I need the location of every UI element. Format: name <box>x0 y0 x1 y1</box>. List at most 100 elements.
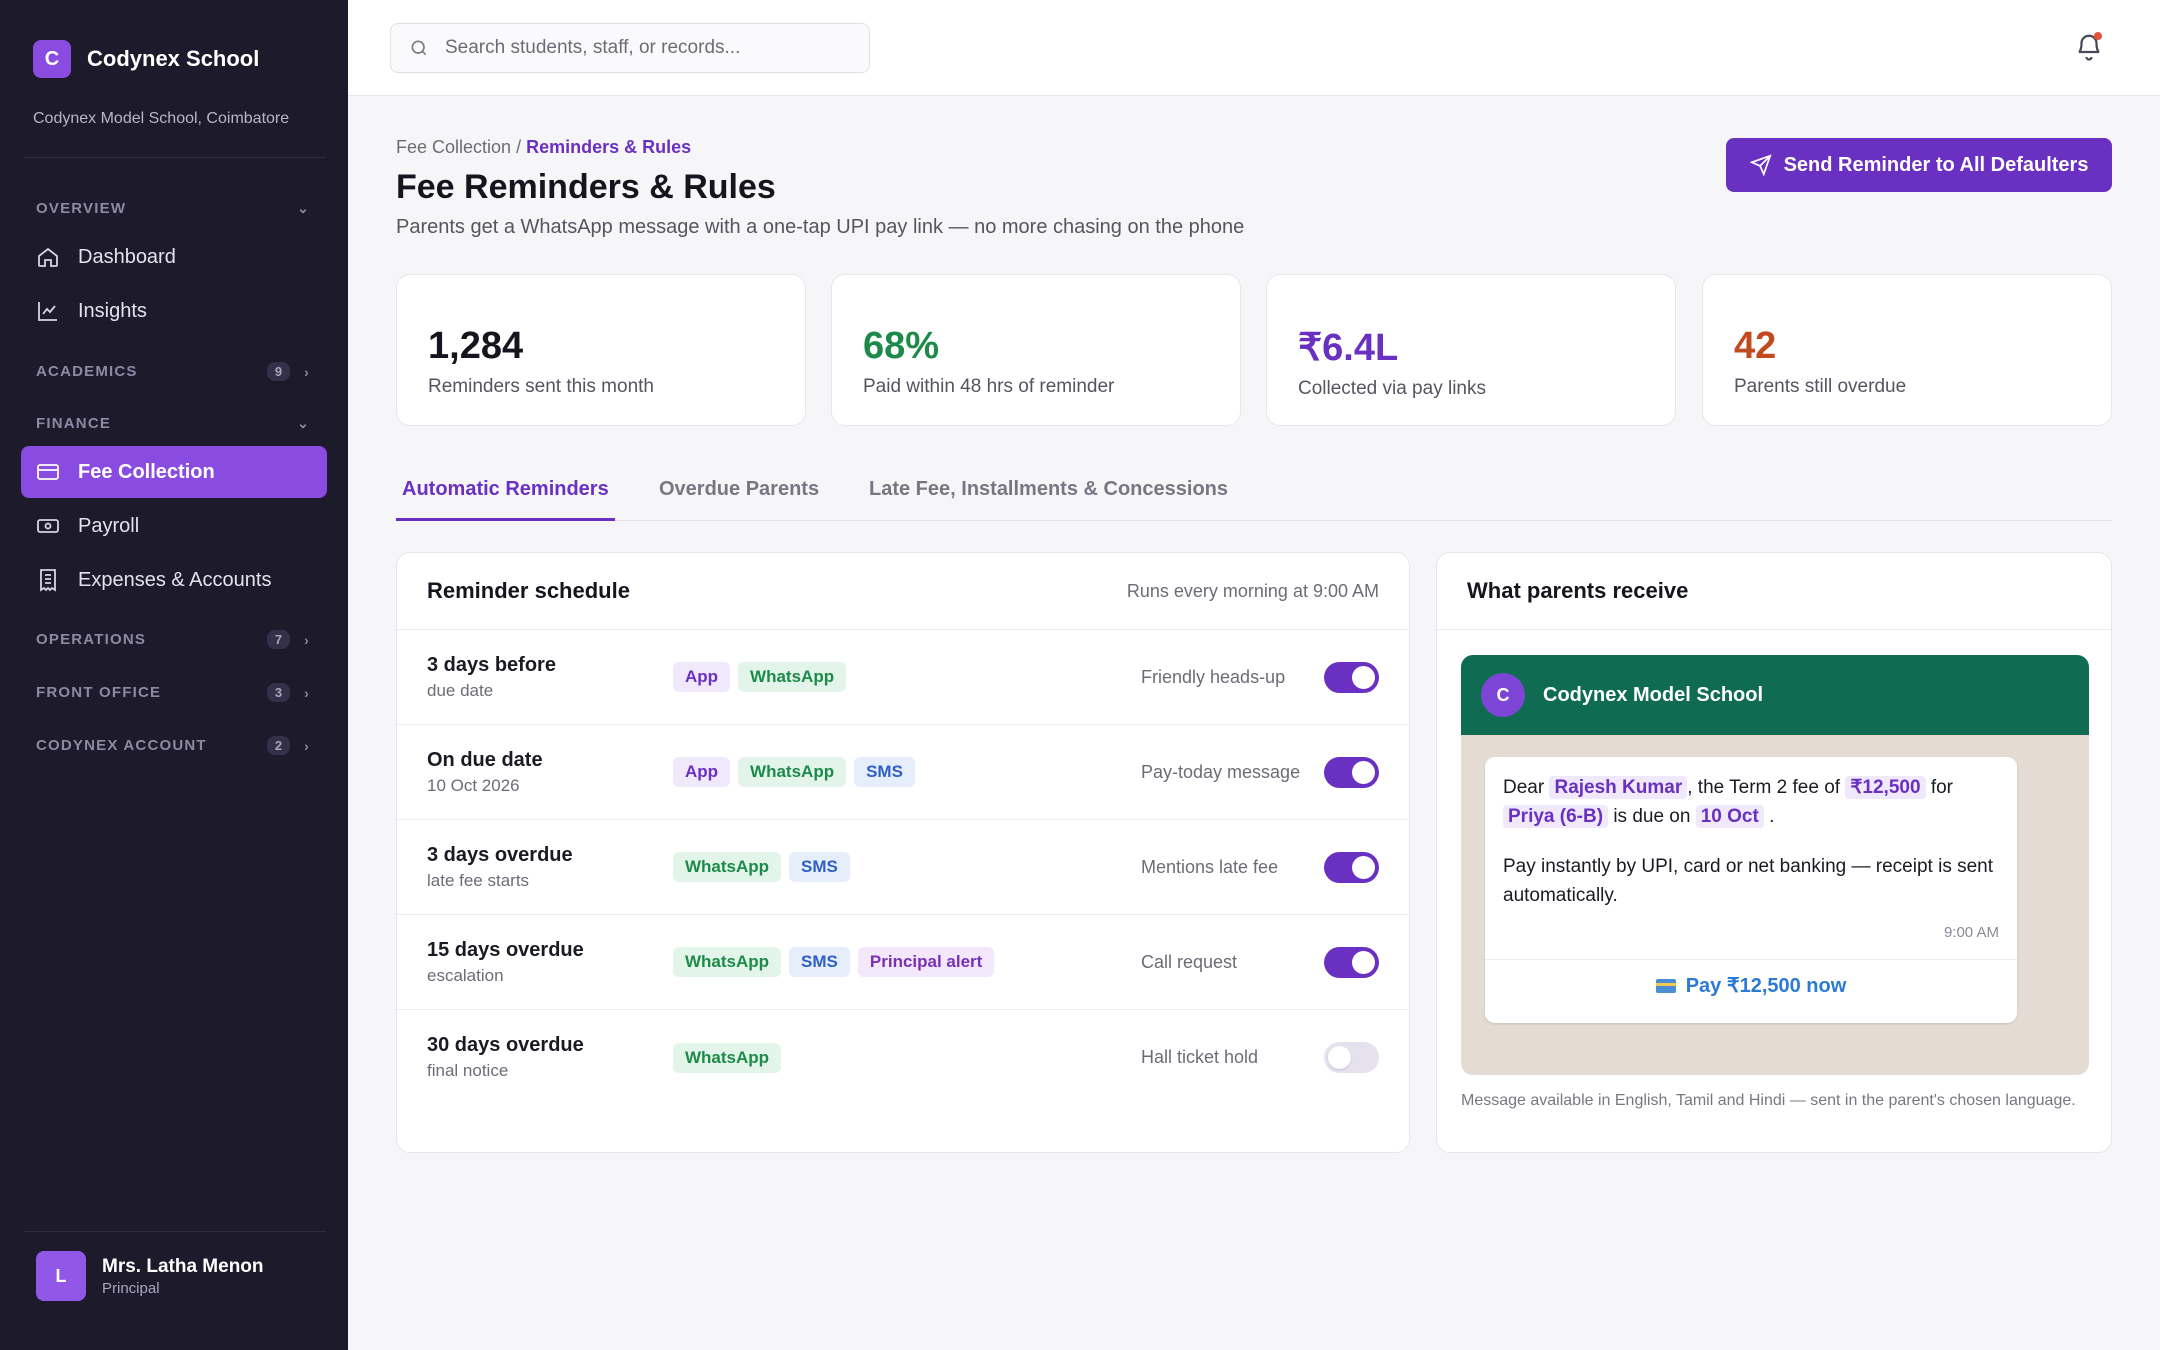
sidebar-item-label: Expenses & Accounts <box>78 568 272 591</box>
channel-chip-sms: SMS <box>854 757 915 787</box>
toggle-knob <box>1352 665 1375 689</box>
count-badge: 9 <box>266 362 291 381</box>
language-note: Message available in English, Tamil and … <box>1461 1092 2076 1109</box>
sidebar-item-dashboard[interactable]: Dashboard <box>21 231 327 283</box>
sidebar-item-insights[interactable]: Insights <box>21 285 327 337</box>
student-highlight: Priya (6-B) <box>1503 805 1609 828</box>
row-title: 15 days overdue <box>427 938 584 961</box>
count-badge: 7 <box>266 630 291 649</box>
avatar: L <box>36 1251 86 1301</box>
enable-toggle[interactable] <box>1324 756 1379 788</box>
sender-name: Codynex Model School <box>1543 683 1764 706</box>
sidebar-divider <box>24 157 326 158</box>
breadcrumb-parent[interactable]: Fee Collection <box>396 137 512 157</box>
row-note: Mentions late fee <box>1141 856 1279 877</box>
brand[interactable]: C Codynex School <box>33 40 259 78</box>
message-preview-card: What parents receive C Codynex Model Sch… <box>1436 552 2112 1153</box>
user-profile[interactable]: L Mrs. Latha Menon Principal <box>36 1251 264 1301</box>
enable-toggle[interactable] <box>1324 946 1379 978</box>
schedule-row: On due date 10 Oct 2026 App WhatsApp SMS … <box>397 725 1409 820</box>
search-box[interactable] <box>390 23 870 73</box>
section-academics[interactable]: ACADEMICS 9 › <box>36 362 310 381</box>
stat-card-collected: ₹6.4L Collected via pay links <box>1266 274 1676 426</box>
message-line-2: Pay instantly by UPI, card or net bankin… <box>1503 856 1994 906</box>
search-input[interactable] <box>445 37 845 59</box>
section-codynex-account[interactable]: CODYNEX ACCOUNT 2 › <box>36 736 310 755</box>
toggle-knob <box>1352 760 1375 784</box>
channel-chip-app: App <box>673 757 731 787</box>
channel-chip-sms: SMS <box>789 947 850 977</box>
channel-chip-sms: SMS <box>789 852 850 882</box>
pay-link-label: Pay ₹12,500 now <box>1685 975 1847 997</box>
row-note: Hall ticket hold <box>1141 1047 1259 1067</box>
chevron-down-icon: ⌄ <box>297 200 310 216</box>
enable-toggle[interactable] <box>1324 851 1379 883</box>
section-label: ACADEMICS <box>36 363 138 380</box>
toggle-knob <box>1352 950 1375 974</box>
row-subtitle: late fee starts <box>427 870 530 890</box>
notification-dot <box>2094 32 2102 40</box>
breadcrumb-current: Reminders & Rules <box>526 137 692 157</box>
pay-link-button[interactable]: Pay ₹12,500 now <box>1485 973 2017 998</box>
channel-chip-principal-alert: Principal alert <box>857 947 995 977</box>
reminder-schedule-card: Reminder schedule Runs every morning at … <box>396 552 1410 1153</box>
school-name: Codynex Model School, Coimbatore <box>33 110 290 127</box>
sidebar-item-label: Dashboard <box>78 245 176 268</box>
whatsapp-preview: C Codynex Model School Dear Rajesh Kumar… <box>1461 655 2089 1075</box>
channel-chip-app: App <box>673 662 731 692</box>
card-title: Reminder schedule <box>427 578 630 603</box>
row-note: Call request <box>1141 951 1238 972</box>
button-label: Send Reminder to All Defaulters <box>1783 153 2089 176</box>
stat-label: Collected via pay links <box>1298 378 1486 399</box>
tab-overdue-parents[interactable]: Overdue Parents <box>659 478 820 500</box>
sidebar: C Codynex School Codynex Model School, C… <box>0 0 348 1350</box>
toggle-knob <box>1328 1046 1351 1069</box>
enable-toggle[interactable] <box>1324 1042 1379 1073</box>
tab-automatic-reminders[interactable]: Automatic Reminders <box>396 470 615 521</box>
section-label: OVERVIEW <box>36 200 127 217</box>
sidebar-item-payroll[interactable]: Payroll <box>21 500 327 552</box>
breadcrumb-separator: / <box>511 137 527 157</box>
sidebar-item-label: Fee Collection <box>78 460 215 483</box>
section-finance[interactable]: FINANCE ⌄ <box>36 415 310 432</box>
schedule-row: 3 days overdue late fee starts WhatsApp S… <box>397 820 1409 915</box>
stat-card-reminders-sent: 1,284 Reminders sent this month <box>396 274 806 426</box>
section-overview[interactable]: OVERVIEW ⌄ <box>36 200 310 217</box>
sidebar-item-expenses[interactable]: Expenses & Accounts <box>21 554 327 606</box>
stat-label: Paid within 48 hrs of reminder <box>863 376 1115 397</box>
stat-value: 1,284 <box>428 325 524 367</box>
row-subtitle: final notice <box>427 1061 509 1080</box>
send-reminder-all-button[interactable]: Send Reminder to All Defaulters <box>1726 138 2112 192</box>
row-subtitle: due date <box>427 680 494 700</box>
page-title: Fee Reminders & Rules <box>396 168 776 206</box>
section-operations[interactable]: OPERATIONS 7 › <box>36 630 310 649</box>
tab-late-fee[interactable]: Late Fee, Installments & Concessions <box>869 478 1228 500</box>
row-title: 30 days overdue <box>427 1034 584 1056</box>
chevron-right-icon: › <box>304 737 310 754</box>
bubble-divider <box>1485 959 2017 960</box>
notifications-button[interactable] <box>2074 32 2104 62</box>
sidebar-item-fee-collection[interactable]: Fee Collection <box>21 446 327 498</box>
search-icon <box>411 40 427 56</box>
section-label: FINANCE <box>36 415 112 432</box>
channel-chip-whatsapp: WhatsApp <box>738 662 847 692</box>
bell-icon <box>2078 34 2100 61</box>
cash-icon <box>37 519 59 533</box>
topbar <box>348 0 2160 96</box>
enable-toggle[interactable] <box>1324 661 1379 693</box>
sidebar-divider <box>24 1231 326 1232</box>
card-icon <box>37 464 59 480</box>
user-name: Mrs. Latha Menon <box>102 1255 264 1277</box>
tab-bar: Automatic Reminders Overdue Parents Late… <box>396 470 2112 521</box>
section-label: OPERATIONS <box>36 631 147 648</box>
amount-highlight: ₹12,500 <box>1845 776 1926 799</box>
send-icon <box>1749 154 1772 176</box>
chevron-down-icon: ⌄ <box>297 415 310 431</box>
section-front-office[interactable]: FRONT OFFICE 3 › <box>36 683 310 702</box>
sidebar-item-label: Payroll <box>78 514 140 537</box>
chevron-right-icon: › <box>304 631 310 648</box>
schedule-row: 3 days before due date App WhatsApp Frien… <box>397 630 1409 725</box>
row-title: 3 days overdue <box>427 843 573 866</box>
receipt-icon <box>40 569 56 592</box>
channel-chip-whatsapp: WhatsApp <box>673 852 782 882</box>
